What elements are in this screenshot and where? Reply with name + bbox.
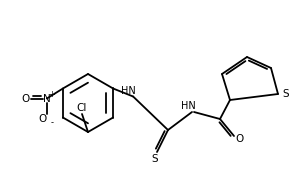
Text: S: S [152,154,158,164]
Text: -: - [51,118,54,127]
Text: N: N [43,94,51,104]
Text: O: O [235,134,243,144]
Text: S: S [283,89,289,99]
Text: O: O [22,94,30,104]
Text: Cl: Cl [77,103,87,113]
Text: +: + [48,90,55,99]
Text: HN: HN [181,101,195,111]
Text: O: O [39,115,47,125]
Text: HN: HN [121,87,135,97]
